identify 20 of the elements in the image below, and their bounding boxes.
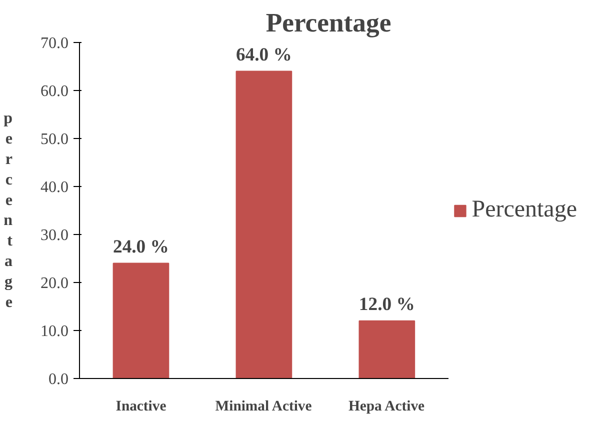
x-tick-label: Inactive — [116, 398, 167, 414]
chart-title: Percentage — [266, 8, 392, 38]
x-tick-label: Minimal Active — [215, 398, 312, 414]
y-tick-label: 40.0 — [40, 179, 68, 196]
text: percentage — [4, 110, 13, 311]
bar — [112, 262, 170, 378]
y-tick-label: 20.0 — [40, 275, 68, 292]
bar — [236, 70, 292, 378]
y-tick-label: 10.0 — [40, 323, 68, 340]
text: 24.0 % — [112, 236, 169, 258]
bar — [358, 320, 416, 378]
y-tick-label: 30.0 — [40, 227, 68, 244]
x-tick-label: Hepa Active — [348, 398, 426, 414]
y-tick-label: 70.0 — [40, 35, 68, 52]
y-tick-label: 0.0 — [48, 371, 68, 388]
text: 12.0 % — [358, 294, 415, 315]
y-tick-label: 50.0 — [40, 131, 68, 148]
text: 64.0 % — [236, 44, 292, 66]
y-tick-label: 60.0 — [40, 83, 68, 100]
legend-label: Percentage — [472, 196, 577, 224]
